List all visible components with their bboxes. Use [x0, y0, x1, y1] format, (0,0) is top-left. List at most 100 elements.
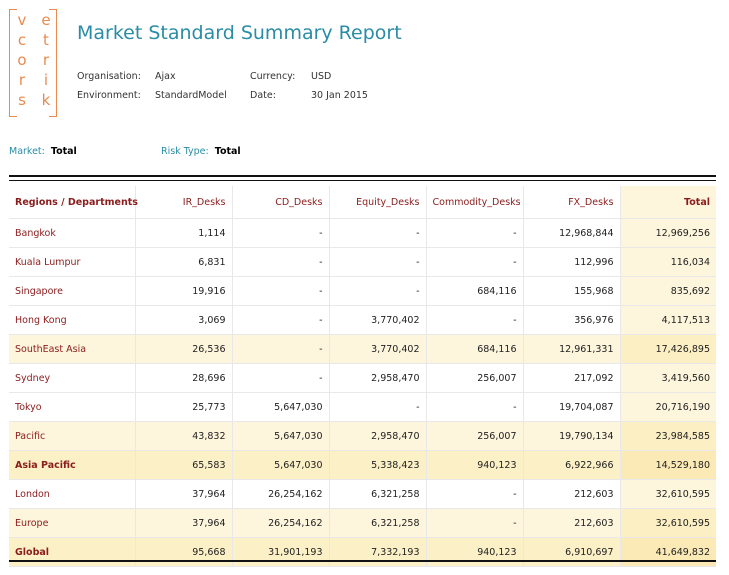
value-cell: - — [426, 392, 524, 422]
value-cell: - — [329, 247, 427, 277]
value-cell: 26,254,162 — [232, 508, 330, 538]
value-cell: - — [232, 363, 330, 393]
column-header-commodity-desks: Commodity_Desks — [426, 186, 524, 219]
table-row: London 37,964 26,254,162 6,321,258-212,603 3… — [9, 479, 716, 509]
value-cell: - — [232, 218, 330, 248]
table-row: Singapore 19,916- -684,116 155,968 835,692 — [9, 276, 716, 306]
table-header-row: Regions / Departments IR_Desks CD_Desks Equ… — [9, 186, 716, 219]
value-cell: 19,704,087 — [523, 392, 621, 422]
organisation-value: Ajax — [155, 71, 176, 82]
value-cell: 7,332,193 — [329, 537, 427, 567]
row-label: Kuala Lumpur — [9, 247, 136, 277]
value-cell: - — [232, 305, 330, 335]
total-cell: 20,716,190 — [620, 392, 716, 422]
value-cell: 37,964 — [135, 508, 233, 538]
group-total-row: Asia Pacific 65,583 5,647,030 5,338,423 940,… — [9, 450, 716, 480]
column-header-fx-desks: FX_Desks — [523, 186, 621, 219]
value-cell: 26,254,162 — [232, 479, 330, 509]
table-row: Sydney 28,696-2,958,470 256,007 217,092 3,41… — [9, 363, 716, 393]
value-cell: 19,916 — [135, 276, 233, 306]
group-total-row: Global 95,668 31,901,193 7,332,193 940,123 6,… — [9, 537, 716, 567]
risk-type-filter-label: Risk Type: — [161, 146, 209, 157]
row-label: London — [9, 479, 136, 509]
value-cell: 6,321,258 — [329, 508, 427, 538]
total-cell: 23,984,585 — [620, 421, 716, 451]
market-filter-label: Market: — [9, 146, 45, 157]
value-cell: 65,583 — [135, 450, 233, 480]
table-row: Hong Kong 3,069-3,770,402-356,976 4,117,51… — [9, 305, 716, 335]
value-cell: 6,910,697 — [523, 537, 621, 567]
value-cell: 6,922,966 — [523, 450, 621, 480]
value-cell: 5,647,030 — [232, 392, 330, 422]
row-label: Pacific — [9, 421, 136, 451]
total-cell: 32,610,595 — [620, 479, 716, 509]
subtotal-row: Europe 37,964 26,254,162 6,321,258-212,603 3… — [9, 508, 716, 538]
value-cell: - — [232, 247, 330, 277]
total-cell: 835,692 — [620, 276, 716, 306]
value-cell: 212,603 — [523, 508, 621, 538]
date-value: 30 Jan 2015 — [311, 90, 368, 101]
market-filter: Market: Total — [9, 146, 77, 157]
value-cell: 212,603 — [523, 479, 621, 509]
organisation-label: Organisation: — [77, 71, 141, 82]
environment-value: StandardModel — [155, 90, 227, 101]
value-cell: 112,996 — [523, 247, 621, 277]
value-cell: - — [426, 479, 524, 509]
table-row: Tokyo 25,773 5,647,030- -19,704,087 20,716,1… — [9, 392, 716, 422]
logo-letter: o — [17, 51, 27, 69]
value-cell: 684,116 — [426, 276, 524, 306]
value-cell: 256,007 — [426, 421, 524, 451]
logo-letter: k — [41, 91, 51, 109]
table-top-rule — [9, 175, 716, 177]
total-cell: 17,426,895 — [620, 334, 716, 364]
value-cell: 95,668 — [135, 537, 233, 567]
subtotal-row: Pacific 43,832 5,647,030 2,958,470 256,007 19… — [9, 421, 716, 451]
value-cell: - — [232, 276, 330, 306]
table-top-rule-thin — [9, 180, 716, 181]
environment-label: Environment: — [77, 90, 141, 101]
logo-letter: c — [17, 31, 27, 49]
value-cell: - — [232, 334, 330, 364]
total-cell: 116,034 — [620, 247, 716, 277]
value-cell: 155,968 — [523, 276, 621, 306]
value-cell: 28,696 — [135, 363, 233, 393]
row-label: Bangkok — [9, 218, 136, 248]
value-cell: 2,958,470 — [329, 363, 427, 393]
value-cell: 3,770,402 — [329, 305, 427, 335]
value-cell: 26,536 — [135, 334, 233, 364]
value-cell: 19,790,134 — [523, 421, 621, 451]
value-cell: 217,092 — [523, 363, 621, 393]
column-header-regions: Regions / Departments — [9, 186, 138, 219]
value-cell: - — [329, 392, 427, 422]
table-row: Kuala Lumpur 6,831- - -112,996 116,034 — [9, 247, 716, 277]
value-cell: 6,321,258 — [329, 479, 427, 509]
row-label: SouthEast Asia — [9, 334, 136, 364]
column-header-cd-desks: CD_Desks — [232, 186, 330, 219]
value-cell: 5,338,423 — [329, 450, 427, 480]
value-cell: - — [329, 218, 427, 248]
risk-type-filter-value: Total — [214, 146, 241, 157]
column-header-ir-desks: IR_Desks — [135, 186, 233, 219]
date-label: Date: — [250, 90, 276, 101]
row-label: Tokyo — [9, 392, 136, 422]
column-header-total: Total — [620, 186, 716, 219]
table-bottom-rule — [9, 560, 716, 562]
row-label: Singapore — [9, 276, 136, 306]
value-cell: 256,007 — [426, 363, 524, 393]
row-label: Hong Kong — [9, 305, 136, 335]
summary-table: Regions / Departments IR_Desks CD_Desks Equ… — [9, 186, 716, 567]
column-header-equity-desks: Equity_Desks — [329, 186, 427, 219]
value-cell: 3,770,402 — [329, 334, 427, 364]
value-cell: 684,116 — [426, 334, 524, 364]
row-label: Europe — [9, 508, 136, 538]
row-label: Asia Pacific — [9, 450, 136, 480]
value-cell: 31,901,193 — [232, 537, 330, 567]
value-cell: 3,069 — [135, 305, 233, 335]
table-row: Bangkok 1,114- - -12,968,844 12,969,256 — [9, 218, 716, 248]
value-cell: 12,968,844 — [523, 218, 621, 248]
value-cell: 1,114 — [135, 218, 233, 248]
value-cell: 356,976 — [523, 305, 621, 335]
